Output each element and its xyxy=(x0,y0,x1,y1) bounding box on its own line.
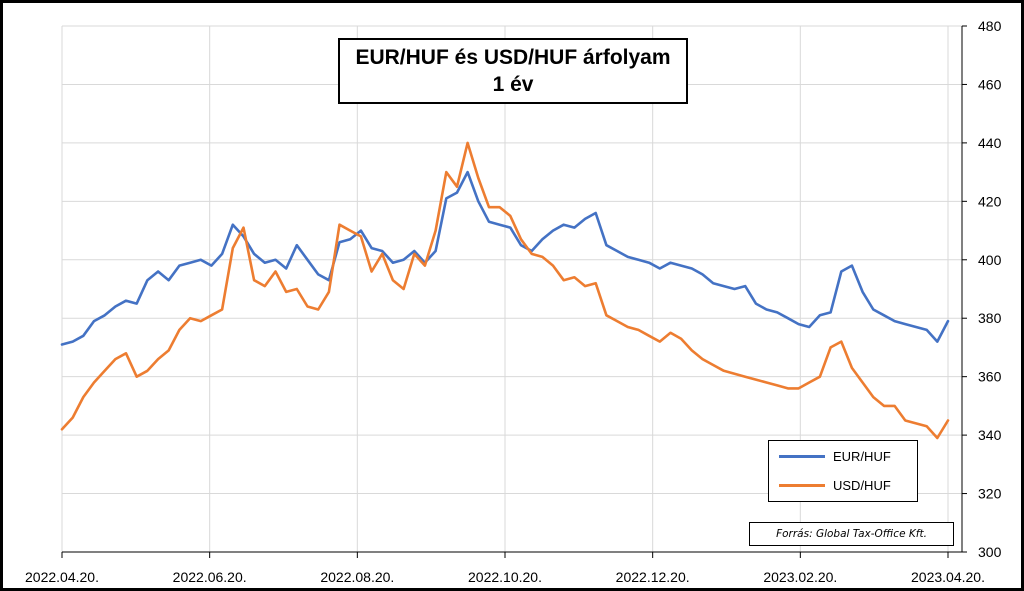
legend-item-eur: EUR/HUF xyxy=(779,446,891,466)
y-tick-label: 300 xyxy=(978,544,1002,560)
x-tick-label: 2022.06.20. xyxy=(173,569,247,585)
x-tick-label: 2022.12.20. xyxy=(616,569,690,585)
y-tick-label: 420 xyxy=(978,193,1002,209)
chart-subtitle: 1 év xyxy=(492,73,534,96)
y-tick-label: 380 xyxy=(978,310,1002,326)
source-note: Forrás: Global Tax-Office Kft. xyxy=(749,522,954,546)
series-line-usd-huf xyxy=(60,141,950,440)
legend-label-eur: EUR/HUF xyxy=(833,448,891,464)
y-tick-label: 360 xyxy=(978,369,1002,385)
y-tick-label: 460 xyxy=(978,76,1002,92)
legend-item-usd: USD/HUF xyxy=(779,475,891,495)
x-tick-label: 2023.04.20. xyxy=(911,569,985,585)
x-tick-label: 2022.08.20. xyxy=(320,569,394,585)
y-tick-label: 320 xyxy=(978,486,1002,502)
x-tick-label: 2022.04.20. xyxy=(25,569,99,585)
y-tick-label: 400 xyxy=(978,252,1002,268)
y-tick-label: 480 xyxy=(978,18,1002,34)
legend: EUR/HUF USD/HUF xyxy=(768,440,918,502)
y-tick-label: 440 xyxy=(978,135,1002,151)
chart-title-box: EUR/HUF és USD/HUF árfolyam 1 év xyxy=(338,38,688,104)
legend-swatch-usd xyxy=(779,483,825,487)
chart-title: EUR/HUF és USD/HUF árfolyam xyxy=(355,46,671,69)
x-tick-label: 2022.10.20. xyxy=(468,569,542,585)
x-tick-label: 2023.02.20. xyxy=(763,569,837,585)
legend-label-usd: USD/HUF xyxy=(833,477,891,493)
legend-swatch-eur xyxy=(779,454,825,458)
y-tick-label: 340 xyxy=(978,427,1002,443)
series-line-eur-huf xyxy=(60,170,950,346)
